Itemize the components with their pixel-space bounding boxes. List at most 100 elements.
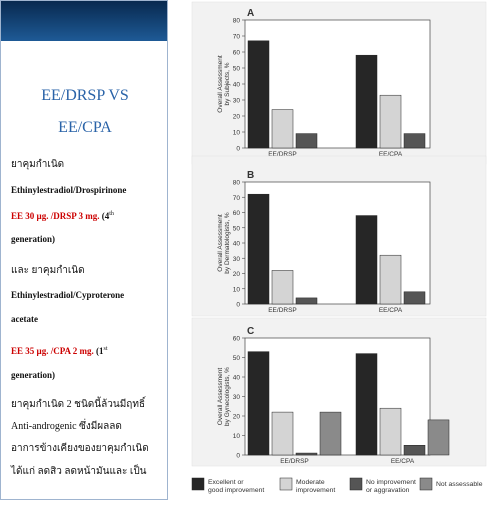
body-line-11: Anti-androgenic ซึ่งมีผลลด <box>11 421 167 432</box>
y-tick-label: 80 <box>233 180 241 187</box>
body-line-1-part-1: ยาคุมกำเนิด <box>11 159 65 170</box>
x-category-label: EE/DRSP <box>268 307 297 314</box>
y-tick-label: 50 <box>233 225 241 232</box>
y-tick-label: 30 <box>233 98 241 105</box>
y-tick-label: 30 <box>233 256 241 263</box>
body-line-4: generation) <box>11 234 167 245</box>
legend-label-line2: improvement <box>296 487 335 494</box>
y-tick-label: 20 <box>233 414 241 421</box>
legend-label-line2: good improvement <box>208 487 264 494</box>
bar-c-ee-drsp-series-1 <box>247 351 270 456</box>
y-tick-label: 60 <box>233 336 241 343</box>
slide-title-line2: EE/CPA <box>58 119 112 136</box>
y-axis-label-line2: by Dermatologists, % <box>224 212 231 274</box>
body-line-7-part-1: acetate <box>11 314 38 324</box>
y-tick-label: 60 <box>233 210 241 217</box>
body-line-3-part-3: th <box>109 211 114 217</box>
bar-b-ee-drsp-series-2 <box>271 270 294 305</box>
legend-label-line1: Not assessable <box>436 481 483 488</box>
y-axis-label-line2: by Gynecologists, % <box>224 367 231 426</box>
y-tick-label: 80 <box>233 18 241 25</box>
x-category-label: EE/DRSP <box>268 151 297 158</box>
body-line-11-part-1: Anti-androgenic ซึ่งมีผลลด <box>11 421 122 432</box>
chart-panel-c: C 0 10 20 30 40 50 60 Overall Assessment by Gynec… <box>191 317 487 467</box>
bar-c-ee-cpa-series-3 <box>403 445 426 456</box>
bar-c-ee-drsp-series-3 <box>295 452 318 456</box>
bar-a-ee-drsp-series-1 <box>247 40 270 149</box>
body-line-8-part-2: (1 <box>93 346 104 356</box>
bar-a-ee-cpa-series-3 <box>403 133 426 149</box>
panel-letter: C <box>247 326 254 337</box>
body-line-8-part-3: st <box>103 346 108 352</box>
body-line-2-part-1: Ethinylestradiol/Drospirinone <box>11 185 127 195</box>
legend-swatch <box>419 477 433 491</box>
legend-swatch <box>191 477 205 491</box>
y-tick-label: 40 <box>233 82 241 89</box>
body-line-3: EE 30 µg. /DRSP 3 mg. (4th <box>11 209 167 222</box>
y-axis-label-line2: by Subjects, % <box>224 62 231 105</box>
x-category-label: EE/CPA <box>379 151 403 158</box>
sidebar-header-band <box>1 1 167 41</box>
body-line-2: Ethinylestradiol/Drospirinone <box>11 185 167 196</box>
bar-c-ee-cpa-series-1 <box>355 353 378 456</box>
bar-b-ee-cpa-series-1 <box>355 215 378 305</box>
legend-label-line1: Moderate <box>296 479 325 486</box>
bar-c-ee-cpa-series-4 <box>427 419 450 456</box>
y-tick-label: 20 <box>233 114 241 121</box>
legend-label-line2: or aggravation <box>366 487 410 494</box>
legend-label-line1: Excellent or <box>208 479 244 486</box>
body-line-3-part-2: (4 <box>99 211 110 221</box>
bar-a-ee-drsp-series-3 <box>295 133 318 149</box>
legend-swatch <box>279 477 293 491</box>
bar-c-ee-cpa-series-2 <box>379 407 402 456</box>
panel-letter: B <box>247 170 254 181</box>
bar-a-ee-drsp-series-2 <box>271 109 294 149</box>
body-line-9: generation) <box>11 370 167 381</box>
y-tick-label: 60 <box>233 50 241 57</box>
y-tick-label: 50 <box>233 355 241 362</box>
slide-title-line1: EE/DRSP VS <box>41 87 129 104</box>
body-line-5: และ ยาคุมกำเนิด <box>11 265 167 276</box>
y-tick-label: 20 <box>233 271 241 278</box>
x-category-label: EE/CPA <box>391 458 415 465</box>
body-line-4-part-1: generation) <box>11 234 55 244</box>
body-line-13-part-1: ได้แก่ ลดสิว ลดหน้ามันและ เป็น <box>11 466 147 477</box>
y-axis-label-line1: Overall Assessment <box>217 368 224 426</box>
body-line-8-part-1: EE 35 µg. /CPA 2 mg. <box>11 346 94 356</box>
y-tick-label: 0 <box>236 302 240 309</box>
body-line-6: Ethinylestradiol/Cyproterone <box>11 290 167 301</box>
y-tick-label: 30 <box>233 394 241 401</box>
body-line-3-part-1: EE 30 µg. /DRSP 3 mg. <box>11 211 100 221</box>
y-tick-label: 10 <box>233 130 241 137</box>
body-line-1: ยาคุมกำเนิด <box>11 159 167 170</box>
y-tick-label: 40 <box>233 241 241 248</box>
body-line-12: อาการข้างเคียงของยาคุมกำเนิด <box>11 443 167 454</box>
y-tick-label: 10 <box>233 433 241 440</box>
figure-panels: A 0 10 20 30 40 50 60 70 80 Overall Assessment by S… <box>190 0 490 500</box>
y-tick-label: 70 <box>233 34 241 41</box>
panel-letter: A <box>247 8 254 19</box>
y-tick-label: 40 <box>233 375 241 382</box>
x-category-label: EE/CPA <box>379 307 403 314</box>
chart-panel-b: B 0 10 20 30 40 50 60 70 80 Overall Assessment by D… <box>191 155 487 317</box>
y-tick-label: 70 <box>233 195 241 202</box>
bar-b-ee-drsp-series-3 <box>295 297 318 305</box>
bar-a-ee-cpa-series-1 <box>355 54 378 149</box>
y-tick-label: 0 <box>236 146 240 153</box>
body-line-12-part-1: อาการข้างเคียงของยาคุมกำเนิด <box>11 443 149 454</box>
legend-label-line1: No improvement <box>366 479 416 486</box>
bar-b-ee-cpa-series-3 <box>403 291 426 305</box>
y-tick-label: 10 <box>233 286 241 293</box>
bar-b-ee-cpa-series-2 <box>379 254 402 305</box>
body-line-6-part-1: Ethinylestradiol/Cyproterone <box>11 290 125 300</box>
bar-a-ee-cpa-series-2 <box>379 94 402 149</box>
y-tick-label: 50 <box>233 66 241 73</box>
legend-background <box>190 472 490 500</box>
legend-swatch <box>349 477 363 491</box>
y-axis-label-line1: Overall Assessment <box>217 55 224 113</box>
body-line-7: acetate <box>11 314 167 325</box>
body-line-8: EE 35 µg. /CPA 2 mg. (1st <box>11 344 167 357</box>
chart-panel-a: A 0 10 20 30 40 50 60 70 80 Overall Assessment by S… <box>191 1 487 165</box>
bar-c-ee-drsp-series-4 <box>319 411 342 456</box>
